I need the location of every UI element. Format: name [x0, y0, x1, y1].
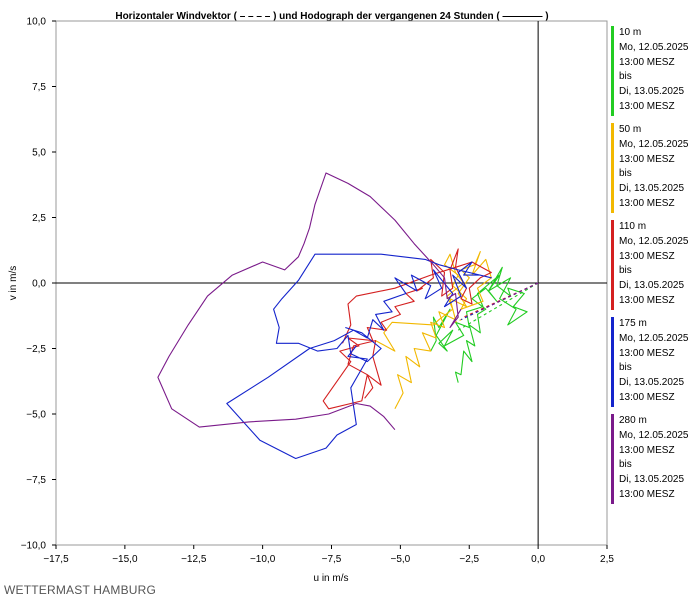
legend-item: 175 m Mo, 12.05.2025 13:00 MESZ bis Di, 13.0… [609, 317, 699, 407]
y-tick-label: −7,5 [26, 475, 46, 486]
legend-text: 50 m [619, 124, 642, 135]
wind-vector-10m [457, 282, 539, 331]
hodograph-lines [157, 172, 528, 460]
legend-text: Di, 13.05.2025 [619, 86, 685, 98]
y-tick-label: −5,0 [26, 410, 46, 421]
y-tick-label: 7,5 [32, 82, 46, 93]
brand-footer: WETTERMAST HAMBURG [4, 583, 157, 597]
hodograph-series-10m [430, 266, 528, 383]
legend-text: 13:00 MESZ [619, 444, 675, 456]
legend-text: 10 m [619, 27, 642, 38]
y-tick-label: −2,5 [26, 344, 46, 355]
legend-text: Mo, 12.05.2025 [619, 235, 689, 247]
legend-item: 10 m Mo, 12.05.2025 13:00 MESZ bis Di, 13.05… [609, 26, 699, 116]
legend-text: 280 m [619, 415, 647, 426]
legend-color-bar [611, 26, 614, 116]
legend-color-bar [611, 414, 614, 504]
hodograph-series-280m [157, 172, 462, 431]
x-tick-label: −10,0 [250, 554, 276, 565]
x-axis-label: u in m/s [313, 573, 348, 584]
legend-text: 13:00 MESZ [619, 488, 675, 500]
legend-text: 13:00 MESZ [619, 100, 675, 112]
legend-color-bar [611, 317, 614, 407]
x-tick-label: 0,0 [531, 554, 545, 565]
legend-text: Di, 13.05.2025 [619, 183, 685, 195]
legend: 10 m Mo, 12.05.2025 13:00 MESZ bis Di, 13.05… [609, 26, 699, 511]
legend-text: Mo, 12.05.2025 [619, 138, 689, 150]
legend-text: 13:00 MESZ [619, 153, 675, 165]
legend-text: Mo, 12.05.2025 [619, 332, 689, 344]
legend-color-bar [611, 220, 614, 310]
hodograph-series-175m [226, 253, 492, 460]
y-tick-label: 5,0 [32, 148, 46, 159]
legend-text: 175 m [619, 318, 647, 329]
legend-text: Mo, 12.05.2025 [619, 429, 689, 441]
x-tick-label: −7,5 [322, 554, 342, 565]
legend-text: 13:00 MESZ [619, 250, 675, 262]
legend-text: 110 m [619, 221, 647, 232]
x-tick-label: −12,5 [181, 554, 207, 565]
y-tick-label: 0,0 [32, 279, 46, 290]
legend-text: bis [619, 459, 632, 471]
y-tick-label: 10,0 [27, 17, 47, 28]
legend-text: Mo, 12.05.2025 [619, 41, 689, 53]
legend-item: 50 m Mo, 12.05.2025 13:00 MESZ bis Di, 13.05… [609, 123, 699, 213]
legend-text: 13:00 MESZ [619, 294, 675, 306]
legend-text: bis [619, 265, 632, 277]
legend-text: bis [619, 168, 632, 180]
legend-item: 280 m Mo, 12.05.2025 13:00 MESZ bis Di, 13.0… [609, 414, 699, 504]
y-axis-label: v in m/s [8, 266, 19, 300]
legend-text: Di, 13.05.2025 [619, 377, 685, 389]
legend-text: 13:00 MESZ [619, 347, 675, 359]
x-tick-labels: −17,5 −15,0 −12,5 −10,0 −7,5 −5,0 −2,5 0,0 2,5 [43, 545, 614, 565]
legend-color-bar [611, 123, 614, 213]
legend-text: 13:00 MESZ [619, 56, 675, 68]
legend-text: 13:00 MESZ [619, 391, 675, 403]
x-tick-label: −17,5 [43, 554, 69, 565]
y-tick-label: −10,0 [21, 541, 47, 552]
x-tick-label: −5,0 [391, 554, 411, 565]
legend-text: Di, 13.05.2025 [619, 280, 685, 292]
x-tick-label: −2,5 [459, 554, 479, 565]
legend-text: bis [619, 71, 632, 83]
y-tick-labels: 10,0 7,5 5,0 2,5 0,0 −2,5 −5,0 −7,5 −10,0 [21, 17, 56, 552]
y-tick-label: 2,5 [32, 213, 46, 224]
legend-text: bis [619, 362, 632, 374]
wind-vector-280m [477, 282, 539, 313]
wind-vectors [455, 282, 539, 331]
x-tick-label: 2,5 [600, 554, 614, 565]
legend-text: Di, 13.05.2025 [619, 474, 685, 486]
legend-item: 110 m Mo, 12.05.2025 13:00 MESZ bis Di, 13.0… [609, 220, 699, 310]
chart-title: Horizontaler Windvektor ( – – – – ) und … [115, 11, 548, 22]
legend-text: 13:00 MESZ [619, 197, 675, 209]
x-tick-label: −15,0 [112, 554, 138, 565]
